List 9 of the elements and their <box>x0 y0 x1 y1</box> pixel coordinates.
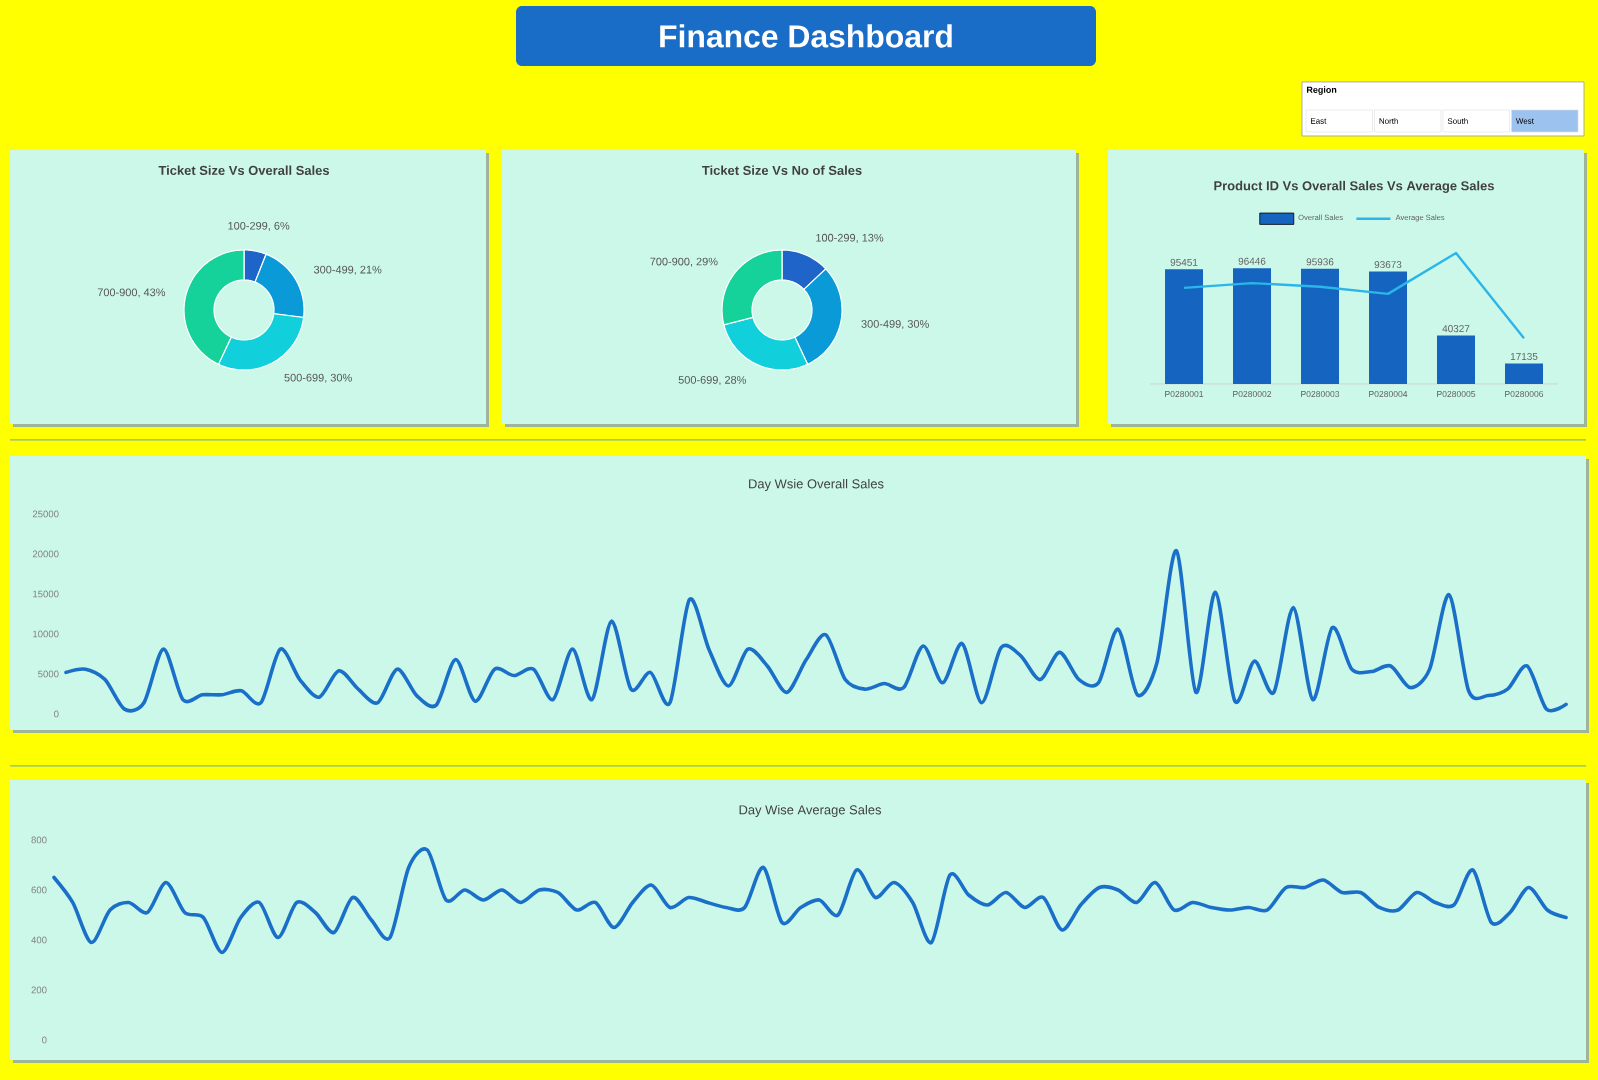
bar <box>1505 363 1544 384</box>
bar <box>1233 268 1272 384</box>
text: Finance Dashboard <box>660 24 952 48</box>
bar <box>1437 335 1476 384</box>
bar <box>1369 271 1408 384</box>
line-series <box>52 848 1568 955</box>
line-series <box>64 548 1568 711</box>
bar <box>1165 269 1204 384</box>
bar <box>1301 268 1340 384</box>
